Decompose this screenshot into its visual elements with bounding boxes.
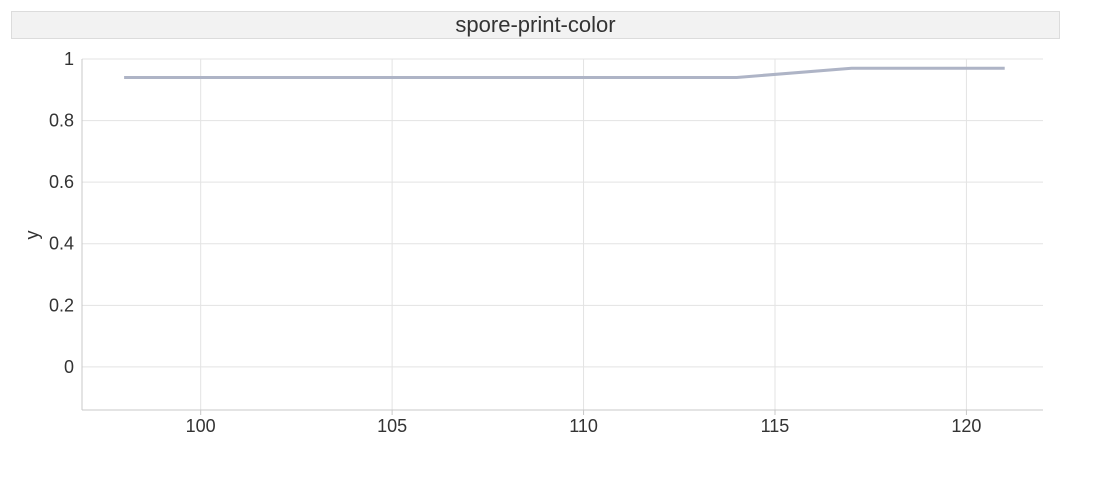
y-tick-label: 0 [64,357,74,377]
grid-lines [82,58,1043,410]
y-tick-label: 0.4 [49,234,74,254]
axes [81,59,1043,415]
y-tick-label: 1 [64,49,74,69]
y-tick-label: 0.6 [49,172,74,192]
x-tick-label: 120 [951,416,981,436]
y-axis-label: y [22,231,42,240]
x-tick-label: 105 [377,416,407,436]
x-tick-label: 100 [186,416,216,436]
series-lines [124,66,1005,79]
series-line [124,66,1005,79]
tick-labels: 0 0.2 0.4 0.6 0.8 1 100 105 110 115 120 [49,49,981,436]
y-tick-label: 0.8 [49,111,74,131]
y-tick-label: 0.2 [49,295,74,315]
x-tick-label: 110 [569,416,598,436]
x-tick-label: 115 [761,416,790,436]
chart-title: spore-print-color [11,11,1060,39]
